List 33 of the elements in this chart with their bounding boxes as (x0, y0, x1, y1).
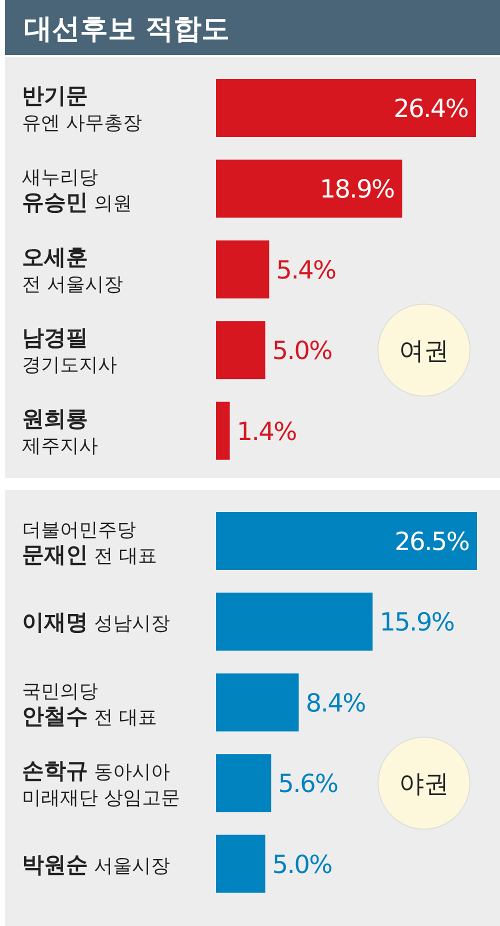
bar (216, 321, 266, 380)
bar (216, 402, 230, 460)
data-label: 8.4% (306, 688, 366, 718)
annotation: 야권 (399, 769, 449, 798)
y-tick-label: 새누리당 유승민 의원 (22, 166, 132, 216)
y-tick-label: 손학규 동아시아 미래재단 상임고문 (22, 759, 180, 810)
bar (216, 834, 266, 893)
bar (216, 754, 272, 812)
bar (216, 79, 476, 137)
bar (216, 592, 373, 651)
y-tick-label: 오세훈 전 서울시장 (22, 245, 124, 296)
bar (216, 512, 477, 570)
data-label: 26.5% (394, 527, 470, 556)
data-label: 5.0% (272, 850, 332, 879)
data-label: 5.6% (278, 769, 338, 798)
chart-title: 대선후보 적합도 (24, 12, 230, 45)
y-tick-label: 반기문 유엔 사무총장 (22, 84, 142, 134)
y-tick-label: 더불어민주당 문재인 전 대표 (22, 519, 158, 568)
data-label: 26.4% (394, 94, 468, 123)
data-label: 18.9% (320, 174, 394, 204)
y-tick-label: 국민의당 안철수 전 대표 (22, 680, 158, 730)
bar (216, 160, 402, 218)
data-label: 1.4% (236, 416, 297, 446)
y-tick-label: 박원순 서울시장 (22, 852, 170, 878)
bar (216, 240, 270, 298)
data-label: 5.0% (272, 336, 332, 366)
y-tick-label: 남경필 경기도지사 (22, 326, 117, 376)
bar (216, 673, 299, 732)
y-tick-label: 이재명 성남시장 (22, 610, 170, 636)
annotation: 여권 (399, 336, 449, 366)
data-label: 5.4% (276, 255, 336, 284)
data-label: 15.9% (380, 608, 454, 637)
y-tick-label: 원희룡 제주지사 (22, 406, 98, 457)
